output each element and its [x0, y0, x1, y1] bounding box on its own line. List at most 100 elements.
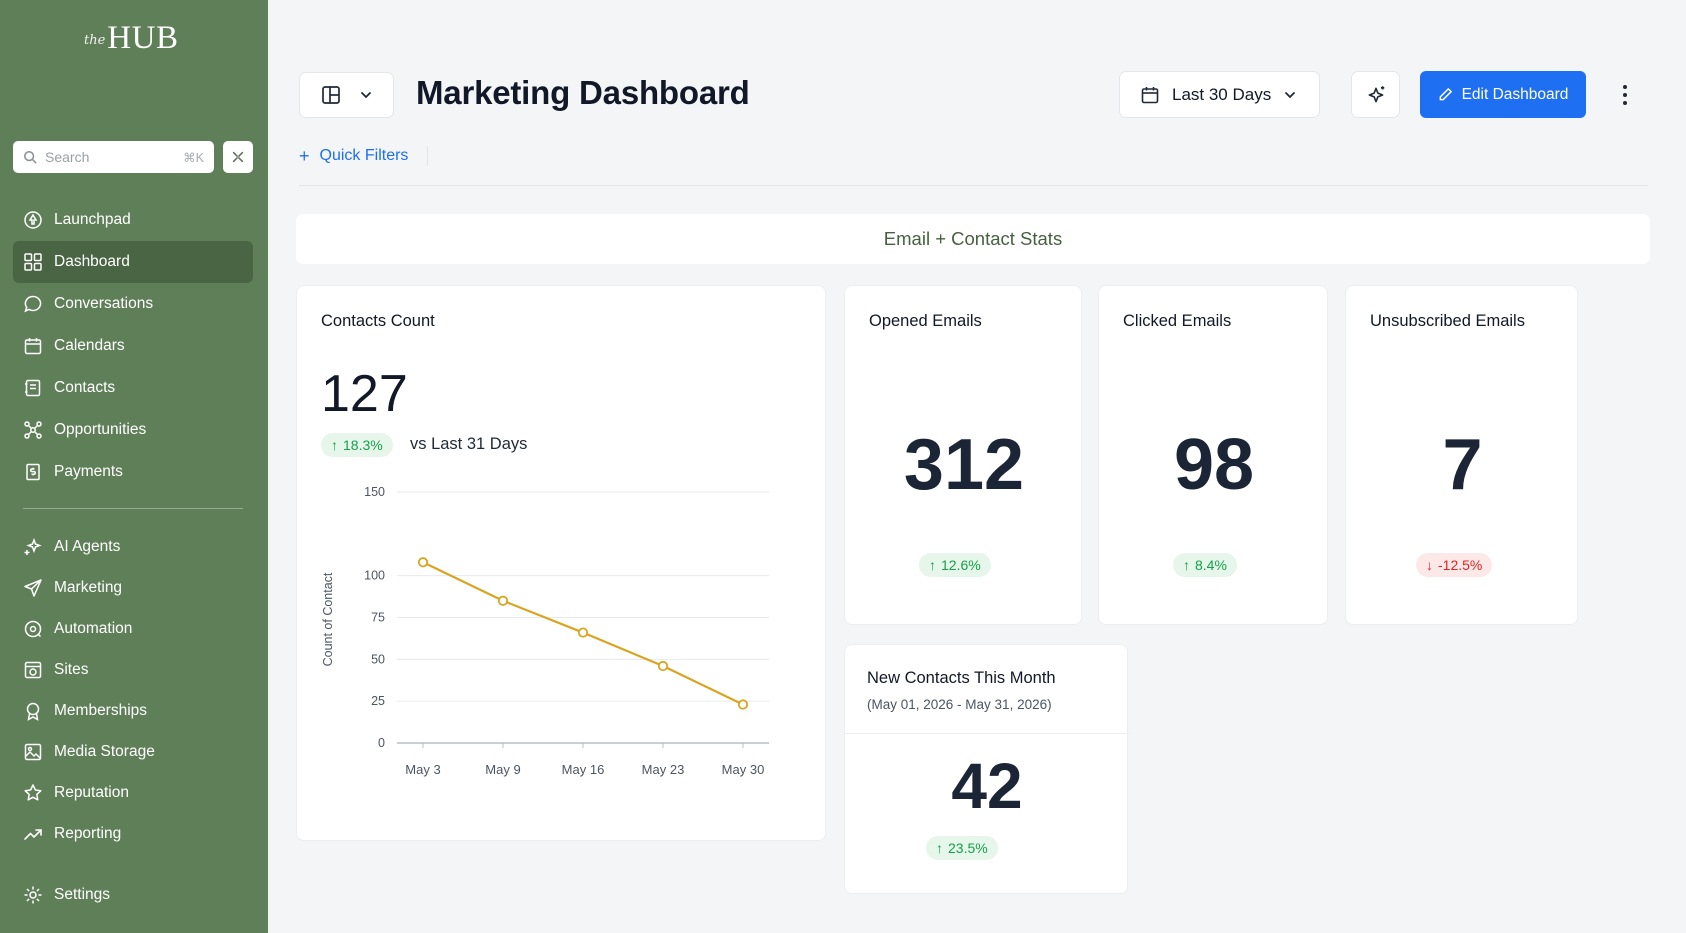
card-title: Unsubscribed Emails	[1370, 312, 1525, 330]
collapse-sidebar-button[interactable]	[223, 141, 253, 173]
unsubscribed-emails-card: Unsubscribed Emails 7 ↓ -12.5%	[1345, 285, 1578, 625]
opened-emails-value: 312	[903, 425, 1025, 505]
more-options-button[interactable]	[1615, 82, 1635, 108]
nav-label: Opportunities	[54, 421, 147, 438]
change-badge: ↑ 8.4%	[1173, 553, 1237, 577]
edit-dashboard-button[interactable]: Edit Dashboard	[1420, 71, 1586, 118]
receipt-icon	[26, 463, 40, 481]
gear-icon	[24, 886, 42, 904]
search-icon	[23, 150, 37, 164]
x-tick-label: May 3	[405, 762, 440, 777]
y-tick-label: 75	[371, 611, 385, 625]
nav-item-payments[interactable]: Payments	[13, 451, 253, 493]
nav-item-ai-agents[interactable]: AI Agents	[13, 526, 253, 567]
change-value: 18.3%	[343, 437, 383, 453]
nav-label: Calendars	[54, 337, 125, 354]
nav-label: Dashboard	[54, 253, 130, 270]
data-point	[737, 699, 749, 710]
nav-item-automation[interactable]: Automation	[13, 608, 253, 649]
network-icon	[24, 421, 42, 439]
nav-item-reporting[interactable]: Reporting	[13, 813, 253, 854]
star-icon	[24, 783, 42, 801]
nav-item-calendars[interactable]: Calendars	[13, 325, 253, 367]
logo-prefix: the	[84, 33, 106, 48]
change-value: 12.6%	[941, 557, 981, 573]
image-icon	[24, 743, 42, 760]
section-header: Email + Contact Stats	[296, 214, 1650, 264]
data-point	[657, 660, 669, 672]
x-tick-label: May 9	[485, 762, 520, 777]
card-title: Opened Emails	[869, 312, 982, 330]
nav-label: AI Agents	[54, 537, 121, 555]
layout-icon	[321, 86, 340, 104]
brand-logo[interactable]: the HUB	[84, 20, 184, 60]
secondary-nav: AI Agents Marketing Automation Sites Mem…	[13, 526, 253, 854]
nav-label: Launchpad	[54, 211, 131, 228]
search-input[interactable]: Search ⌘K	[13, 141, 214, 173]
x-tick-label: May 30	[722, 762, 765, 777]
data-point	[497, 595, 509, 606]
arrow-up-icon: ↑	[936, 840, 943, 856]
change-value: -12.5%	[1438, 557, 1483, 573]
nav-item-contacts[interactable]: Contacts	[13, 367, 253, 409]
change-value: 23.5%	[948, 840, 988, 856]
quick-filters-button[interactable]: + Quick Filters	[299, 147, 408, 165]
nav-item-reputation[interactable]: Reputation	[13, 772, 253, 813]
nav-item-conversations[interactable]: Conversations	[13, 283, 253, 325]
layout-toggle-button[interactable]	[299, 72, 394, 118]
nav-item-memberships[interactable]: Memberships	[13, 690, 253, 731]
chat-icon	[24, 295, 42, 313]
data-point	[577, 627, 589, 638]
y-tick-label: 25	[371, 694, 385, 708]
arrow-up-icon: ↑	[331, 437, 338, 453]
nav-item-dashboard[interactable]: Dashboard	[13, 241, 253, 283]
nav-label: Automation	[54, 619, 133, 637]
contacts-line-chart: 0 25 50 75 100 150 May 3 May 9 May 16 May 23 May 3…	[321, 485, 769, 777]
nav-label: Media Storage	[54, 742, 155, 760]
collapse-icon	[232, 151, 244, 163]
new-contacts-card: New Contacts This Month (May 01, 2026 - …	[844, 644, 1129, 894]
search-shortcut: ⌘K	[183, 150, 204, 165]
card-title: Contacts Count	[321, 312, 435, 330]
unsubscribed-emails-value: 7	[1442, 425, 1483, 505]
nav-label: Contacts	[54, 379, 116, 396]
card-title: Clicked Emails	[1123, 312, 1232, 330]
nav-item-marketing[interactable]: Marketing	[13, 567, 253, 608]
y-tick-label: 100	[364, 569, 385, 583]
opened-emails-card: Opened Emails 312 ↑ 12.6%	[844, 285, 1082, 625]
nav-item-launchpad[interactable]: Launchpad	[13, 199, 253, 241]
nav-label: Reporting	[54, 824, 122, 842]
change-value: 8.4%	[1195, 557, 1227, 573]
logo-name: HUB	[107, 20, 179, 56]
sparkle-icon	[1368, 85, 1384, 102]
settings-nav: Settings	[13, 874, 253, 916]
nav-label: Marketing	[54, 578, 123, 596]
nav-item-media-storage[interactable]: Media Storage	[13, 731, 253, 772]
y-axis-label: Count of Contact	[321, 572, 335, 666]
nav-label: Payments	[54, 463, 123, 480]
chevron-down-icon	[1285, 91, 1296, 98]
data-point	[417, 557, 429, 568]
calendar-icon	[1141, 86, 1159, 103]
nav-item-settings[interactable]: Settings	[13, 874, 253, 916]
contact-book-icon	[25, 379, 41, 397]
nav-item-opportunities[interactable]: Opportunities	[13, 409, 253, 451]
nav-label: Memberships	[54, 701, 148, 719]
sidebar: the HUB Search ⌘K Launchpad Dashboard Co…	[0, 0, 268, 933]
page-title: Marketing Dashboard	[416, 74, 750, 111]
more-dot	[1623, 101, 1627, 105]
more-dot	[1623, 85, 1627, 89]
nav-label: Conversations	[54, 295, 154, 312]
pencil-icon	[1439, 88, 1452, 101]
rocket-icon	[24, 211, 42, 229]
y-tick-label: 150	[364, 485, 385, 499]
date-range-dropdown[interactable]: Last 30 Days	[1119, 71, 1320, 118]
ai-insights-button[interactable]	[1351, 71, 1400, 118]
new-contacts-value: 42	[951, 750, 1023, 822]
change-badge: ↓ -12.5%	[1416, 553, 1493, 577]
contacts-count-value: 127	[321, 365, 408, 423]
nav-item-sites[interactable]: Sites	[13, 649, 253, 690]
card-title: New Contacts This Month	[867, 669, 1056, 687]
compare-label: vs Last 31 Days	[410, 435, 528, 453]
